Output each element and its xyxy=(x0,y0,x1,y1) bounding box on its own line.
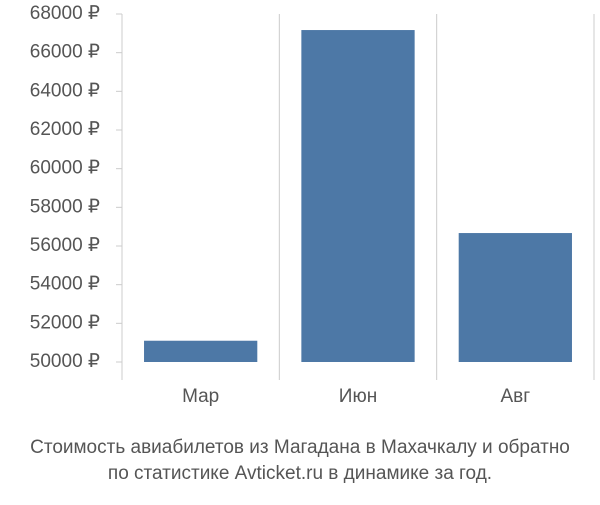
bar xyxy=(144,340,258,362)
y-tick-label: 50000 ₽ xyxy=(30,351,100,372)
y-tick-label: 64000 ₽ xyxy=(30,80,100,101)
x-tick-label: Июн xyxy=(339,386,377,407)
chart-title: Стоимость авиабилетов из Магадана в Маха… xyxy=(30,437,570,458)
y-tick-label: 52000 ₽ xyxy=(30,312,100,333)
bar xyxy=(458,233,572,362)
y-tick-label: 56000 ₽ xyxy=(30,235,100,256)
y-tick-label: 58000 ₽ xyxy=(30,196,100,217)
chart-title: по статистике Avticket.ru в динамике за … xyxy=(108,463,492,484)
bar xyxy=(301,30,415,363)
y-tick-label: 54000 ₽ xyxy=(30,274,100,295)
x-tick-label: Мар xyxy=(182,386,219,407)
y-tick-label: 66000 ₽ xyxy=(30,42,100,63)
x-tick-label: Авг xyxy=(500,386,530,407)
y-tick-label: 62000 ₽ xyxy=(30,119,100,140)
y-tick-label: 68000 ₽ xyxy=(30,3,100,24)
y-tick-label: 60000 ₽ xyxy=(30,158,100,179)
